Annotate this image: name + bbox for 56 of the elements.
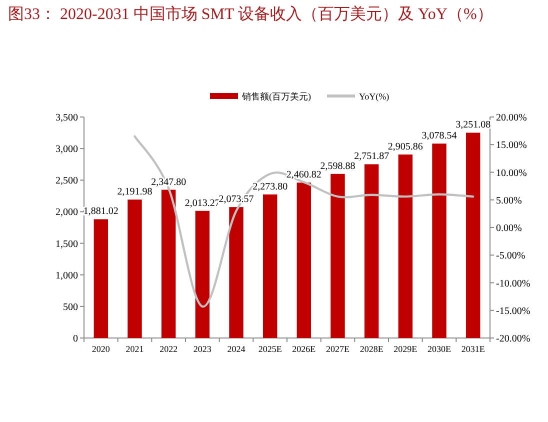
y-tick-label: 1,500 [56, 238, 78, 250]
bar [330, 174, 345, 338]
x-tick-label: 2027E [326, 344, 350, 354]
bar [398, 154, 413, 338]
x-tick-label: 2021 [126, 344, 144, 354]
bar [466, 132, 480, 338]
y-tick-label: 2,000 [56, 207, 78, 218]
x-tick-label: 2030E [428, 344, 452, 354]
legend-label: YoY(%) [359, 92, 390, 102]
y-tick-label: 3,000 [56, 144, 78, 156]
y2-tick-label: 10.00% [496, 168, 527, 179]
bar [94, 219, 108, 338]
y-tick-label: 2,500 [56, 176, 78, 187]
y2-tick-label: 20.00% [496, 112, 527, 124]
data-label: 2,073.57 [218, 194, 254, 206]
bar [432, 144, 446, 338]
legend-label: 销售额(百万美元) [241, 92, 311, 102]
y2-tick-label: -20.00% [496, 334, 530, 344]
y-tick-label: 1,000 [56, 270, 78, 282]
x-tick-label: 2020 [92, 344, 110, 354]
y2-tick-label: 5.00% [496, 195, 522, 206]
y2-tick-label: -15.00% [496, 306, 530, 317]
x-tick-label: 2023 [193, 344, 212, 354]
x-tick-label: 2025E [258, 344, 282, 354]
bar [364, 164, 379, 338]
data-label: 2,347.80 [151, 176, 186, 188]
data-label: 2,905.86 [388, 142, 423, 153]
bar [161, 190, 176, 338]
data-label: 3,078.54 [422, 130, 457, 142]
bar [262, 194, 278, 338]
x-tick-label: 2028E [360, 344, 384, 354]
data-label: 3,251.08 [456, 120, 491, 131]
y2-tick-label: 15.00% [496, 140, 527, 152]
chart-title: 图33： 2020-2031 中国市场 SMT 设备收入（百万美元）及 YoY（%） [8, 4, 494, 25]
y-tick-label: 500 [63, 302, 78, 313]
y2-tick-label: 0.00% [496, 223, 522, 234]
data-label: 2,460.82 [286, 170, 322, 181]
data-label: 2,191.98 [117, 186, 152, 198]
bar [229, 207, 244, 338]
bar [195, 210, 210, 338]
y-tick-label: 0 [73, 334, 78, 344]
x-tick-label: 2026E [292, 344, 316, 354]
x-tick-label: 2024 [227, 344, 246, 354]
x-tick-label: 2029E [394, 344, 418, 354]
data-label: 2,013.27 [184, 198, 220, 209]
bar [128, 200, 142, 338]
data-label: 2,598.88 [320, 160, 356, 172]
data-label: 1,881.02 [83, 206, 118, 218]
y2-tick-label: -5.00% [496, 250, 526, 262]
data-label: 2,273.80 [252, 181, 288, 192]
y2-tick-label: -10.00% [496, 278, 530, 290]
y-tick-label: 3,500 [56, 112, 78, 124]
x-tick-label: 2022 [160, 344, 178, 354]
x-tick-label: 2031E [461, 344, 486, 354]
bar [296, 182, 312, 338]
data-label: 2,751.87 [354, 151, 390, 162]
